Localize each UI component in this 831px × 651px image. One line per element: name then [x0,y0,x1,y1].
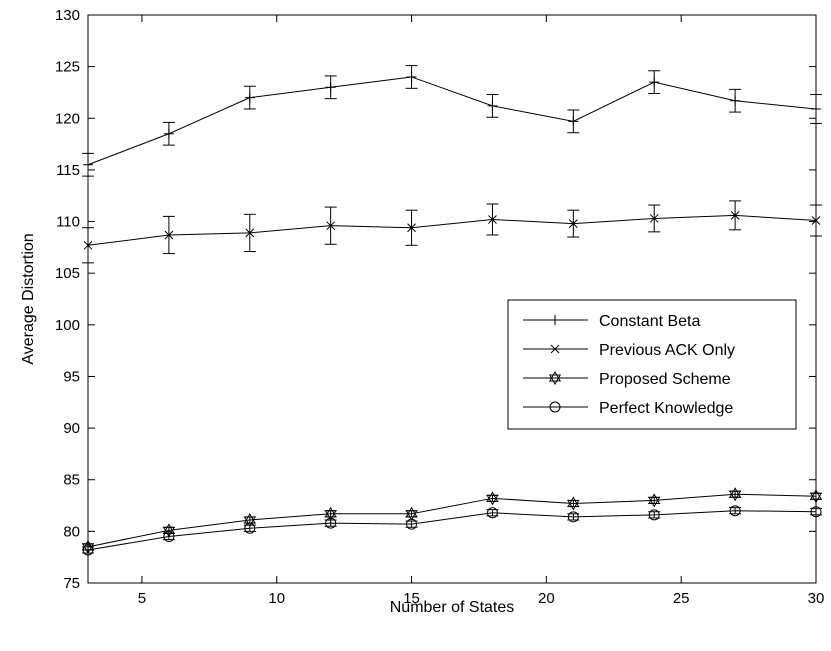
y-tick-label: 105 [55,265,80,282]
y-tick-label: 120 [55,110,80,127]
legend: Constant Beta Previous ACK Only Proposed S… [508,300,796,429]
x-tick-label: 20 [538,590,555,607]
legend-label: Constant Beta [599,313,701,330]
x-tick-label: 10 [268,590,285,607]
y-tick-label: 75 [63,575,80,592]
y-tick-label: 90 [63,420,80,437]
x-tick-label: 5 [138,590,146,607]
x-tick-label: 25 [673,590,690,607]
legend-label: Perfect Knowledge [599,400,733,417]
y-tick-label: 95 [63,368,80,385]
y-tick-label: 115 [56,162,80,179]
y-tick-label: 100 [55,317,80,334]
y-tick-label: 125 [55,59,80,76]
x-tick-label: 30 [808,590,825,607]
legend-label: Proposed Scheme [599,371,731,388]
y-axis-label: Average Distortion [20,233,37,364]
plot-area [88,15,816,583]
y-tick-label: 85 [63,472,80,489]
y-tick-label: 110 [56,214,80,231]
legend-label: Previous ACK Only [599,342,735,359]
x-axis-label: Number of States [390,599,515,616]
y-tick-label: 80 [63,523,80,540]
y-tick-label: 130 [55,7,80,24]
